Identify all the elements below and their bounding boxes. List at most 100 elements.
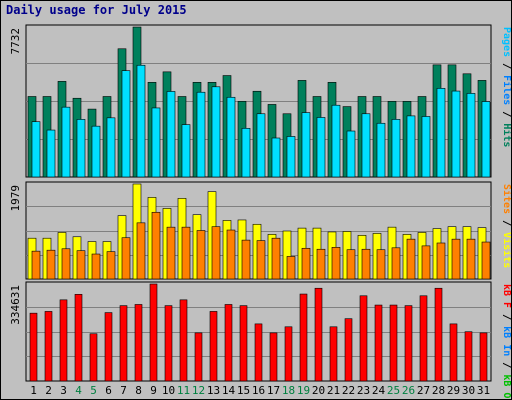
x-tick-label: 12 [192,384,205,397]
bar-sites [331,247,341,280]
bar-files [181,124,191,178]
bar-kbf [374,304,383,382]
x-tick-label: 13 [207,384,220,397]
x-tick-label: 19 [297,384,310,397]
x-tick-label: 18 [282,384,295,397]
bar-kbf [119,305,128,382]
x-tick-label: 25 [387,384,400,397]
legend-part: / [501,105,511,123]
bar-files [346,130,356,178]
bar-sites [196,230,206,280]
bar-kbf [464,331,473,382]
x-tick-label: 20 [312,384,325,397]
bar-sites [256,240,266,280]
bar-kbf [449,323,458,382]
bar-kbf [314,287,323,382]
bar-sites [436,242,446,280]
legend-part: / [501,57,511,75]
legend-part: Visits [501,232,511,268]
x-tick-label: 3 [60,384,67,397]
bar-sites [241,239,251,280]
y-max-label: 334631 [9,285,22,325]
x-tick-label: 23 [357,384,370,397]
bar-sites [391,247,401,280]
chart-title: Daily usage for July 2015 [6,3,187,17]
x-tick-label: 27 [417,384,430,397]
x-tick-label: 29 [447,384,460,397]
bar-sites [91,253,101,280]
bar-kbf [254,323,263,382]
legend-part: / [501,214,511,232]
bar-sites [271,237,281,280]
bar-sites [121,237,131,280]
x-tick-label: 10 [162,384,175,397]
bar-sites [286,256,296,280]
bar-kbf [209,311,218,382]
bar-files [406,115,416,178]
bar-files [121,70,131,178]
x-tick-label: 31 [477,384,490,397]
legend-part: kB F [501,284,511,308]
bar-sites [301,247,311,280]
x-tick-label: 22 [342,384,355,397]
bar-files [211,86,221,178]
bar-sites [361,248,371,280]
bar-kbf [44,311,53,382]
bar-sites [451,238,461,280]
bar-kbf [194,332,203,382]
bar-sites [466,238,476,280]
bar-sites [376,249,386,280]
bar-files [286,136,296,178]
x-tick-label: 14 [222,384,236,397]
x-tick-label: 2 [45,384,52,397]
bar-sites [106,251,116,280]
bar-sites [166,226,176,280]
x-tick-label: 15 [237,384,250,397]
bar-sites [316,248,326,280]
bar-sites [406,238,416,280]
x-tick-label: 28 [432,384,445,397]
bar-kbf [239,305,248,382]
legend-part: Sites [501,184,511,214]
bar-sites [211,226,221,280]
bar-kbf [104,312,113,382]
bar-files [31,121,41,178]
bar-kbf [269,332,278,382]
bar-files [271,137,281,178]
x-tick-label: 16 [252,384,265,397]
bar-kbf [299,293,308,382]
bar-kbf [329,326,338,382]
bar-kbf [419,295,428,382]
bar-files [226,96,236,178]
bar-kbf [134,304,143,382]
x-tick-label: 7 [120,384,127,397]
bar-files [241,128,251,178]
series-legend-label: Sites / Visits [501,184,511,268]
x-tick-label: 11 [177,384,190,397]
legend-part: Files [501,75,511,105]
bar-kbf [434,287,443,382]
bar-files [91,125,101,178]
bar-files [316,117,326,178]
x-tick-label: 4 [75,384,82,397]
legend-part: / [501,356,511,374]
bar-files [421,116,431,178]
bar-files [331,104,341,178]
bar-files [76,119,86,178]
bar-sites [76,250,86,280]
bar-files [196,91,206,178]
bar-sites [31,250,41,280]
bar-files [136,64,146,178]
bar-kbf [224,304,233,382]
series-legend-label: Pages / Files / Hits [501,27,511,147]
bar-sites [46,249,56,280]
bar-sites [136,222,146,280]
legend-part: Hits [501,123,511,147]
bar-files [466,93,476,178]
bar-files [256,113,266,178]
bar-sites [481,241,491,280]
bar-kbf [479,332,488,382]
y-max-label: 1979 [9,185,22,212]
